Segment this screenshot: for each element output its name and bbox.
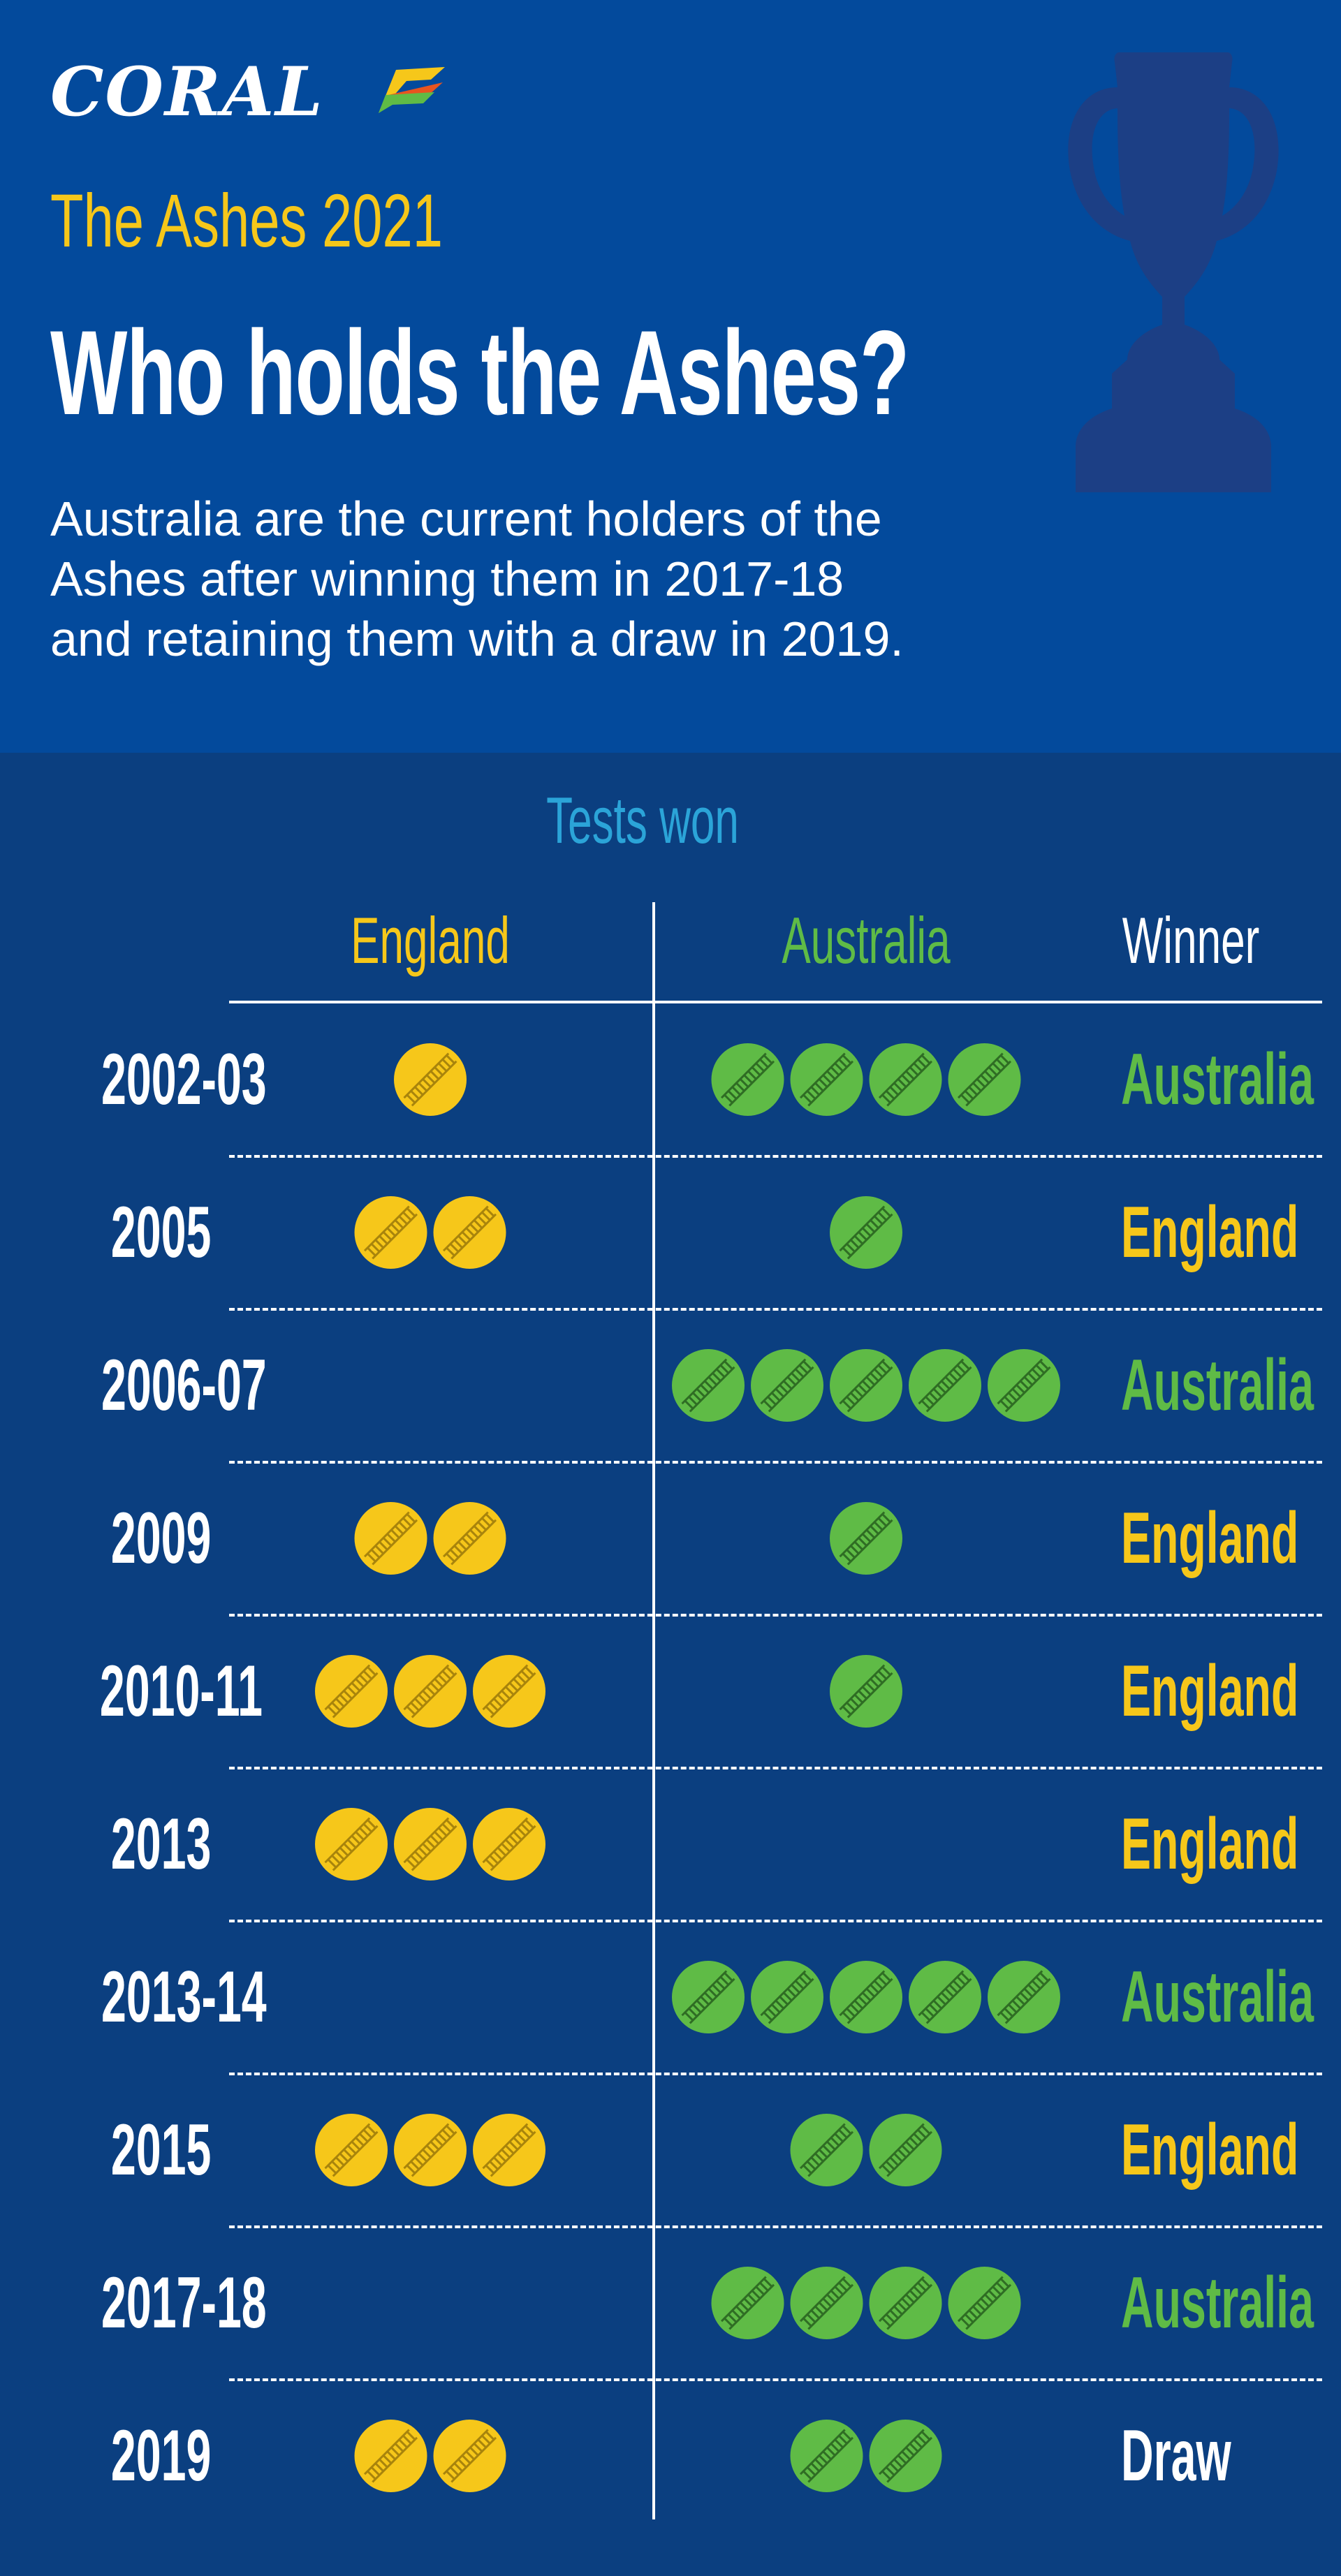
ashes-urn-icon xyxy=(1068,52,1279,492)
cricket-ball-icon xyxy=(790,1043,863,1116)
cricket-ball-icon xyxy=(315,2114,388,2186)
row-divider xyxy=(229,1155,1322,1158)
cricket-ball-icon xyxy=(988,1961,1060,2033)
winner-label: Australia xyxy=(1121,1345,1314,1426)
series-year-label: 2013 xyxy=(110,1804,211,1885)
cricket-ball-icon xyxy=(830,1961,902,2033)
series-year-label: 2006-07 xyxy=(101,1345,267,1426)
logo-wordmark: CORAL xyxy=(50,52,324,131)
cricket-ball-icon xyxy=(790,2267,863,2339)
cricket-ball-icon xyxy=(354,2420,427,2492)
series-year-label: 2002-03 xyxy=(101,1039,267,1120)
subtitle: The Ashes 2021 xyxy=(50,178,444,263)
intro-line: Australia are the current holders of the xyxy=(50,492,882,546)
cricket-ball-icon xyxy=(909,1961,981,2033)
cricket-ball-icon xyxy=(830,1655,902,1728)
row-divider xyxy=(229,2225,1322,2228)
winner-label: Draw xyxy=(1121,2415,1231,2496)
intro-text: Australia are the current holders of the… xyxy=(50,489,1098,669)
cricket-ball-icon xyxy=(988,1349,1060,1422)
series-year-label: 2015 xyxy=(110,2110,211,2191)
cricket-ball-icon xyxy=(830,1349,902,1422)
series-year-label: 2005 xyxy=(110,1192,211,1273)
winner-label: Australia xyxy=(1121,1039,1314,1120)
coral-flag-icon xyxy=(379,67,445,113)
cricket-ball-icon xyxy=(315,1808,388,1881)
cricket-ball-icon xyxy=(948,2267,1021,2339)
cricket-ball-icon xyxy=(354,1196,427,1269)
intro-line: and retaining them with a draw in 2019. xyxy=(50,612,904,666)
series-year-label: 2017-18 xyxy=(101,2262,267,2343)
row-divider xyxy=(229,1614,1322,1617)
cricket-ball-icon xyxy=(394,1655,467,1728)
cricket-ball-icon xyxy=(473,1655,545,1728)
series-year-label: 2019 xyxy=(110,2415,211,2496)
cricket-ball-icon xyxy=(394,1808,467,1881)
page-title: Who holds the Ashes? xyxy=(50,306,909,440)
winner-label: England xyxy=(1121,2110,1299,2191)
row-divider xyxy=(229,1920,1322,1922)
row-divider xyxy=(229,1767,1322,1769)
cricket-ball-icon xyxy=(869,2114,942,2186)
cricket-ball-icon xyxy=(433,1196,506,1269)
cricket-ball-icon xyxy=(830,1502,902,1575)
cricket-ball-icon xyxy=(790,2114,863,2186)
cricket-ball-icon xyxy=(711,1043,784,1116)
winner-label: England xyxy=(1121,1192,1299,1273)
winner-label: Australia xyxy=(1121,2262,1314,2343)
header-underline xyxy=(229,1001,1322,1003)
results-table xyxy=(0,753,1341,2576)
cricket-ball-icon xyxy=(672,1349,745,1422)
cricket-ball-icon xyxy=(473,2114,545,2186)
cricket-ball-icon xyxy=(354,1502,427,1575)
cricket-ball-icon xyxy=(751,1349,823,1422)
winner-label: England xyxy=(1121,1804,1299,1885)
cricket-ball-icon xyxy=(433,2420,506,2492)
header-banner: CORAL The Ashes 2021 Who holds the Ashes… xyxy=(0,0,1341,753)
cricket-ball-icon xyxy=(790,2420,863,2492)
cricket-ball-icon xyxy=(751,1961,823,2033)
column-divider xyxy=(652,902,655,2519)
coral-logo: CORAL xyxy=(50,52,445,131)
cricket-ball-icon xyxy=(909,1349,981,1422)
cricket-ball-icon xyxy=(948,1043,1021,1116)
series-year-label: 2009 xyxy=(110,1498,211,1579)
series-year-label: 2013-14 xyxy=(101,1957,267,2038)
cricket-ball-icon xyxy=(672,1961,745,2033)
row-divider xyxy=(229,1461,1322,1464)
cricket-ball-icon xyxy=(394,1043,467,1116)
series-year-label: 2010-11 xyxy=(99,1651,263,1732)
cricket-ball-icon xyxy=(473,1808,545,1881)
cricket-ball-icon xyxy=(869,2420,942,2492)
winner-label: England xyxy=(1121,1651,1299,1732)
cricket-ball-icon xyxy=(869,1043,942,1116)
intro-line: Ashes after winning them in 2017-18 xyxy=(50,552,844,606)
cricket-ball-icon xyxy=(315,1655,388,1728)
cricket-ball-icon xyxy=(830,1196,902,1269)
cricket-ball-icon xyxy=(433,1502,506,1575)
row-divider xyxy=(229,1308,1322,1311)
row-divider xyxy=(229,2073,1322,2075)
cricket-ball-icon xyxy=(394,2114,467,2186)
winner-label: England xyxy=(1121,1498,1299,1579)
row-divider xyxy=(229,2378,1322,2381)
cricket-ball-icon xyxy=(869,2267,942,2339)
winner-label: Australia xyxy=(1121,1957,1314,2038)
cricket-ball-icon xyxy=(711,2267,784,2339)
